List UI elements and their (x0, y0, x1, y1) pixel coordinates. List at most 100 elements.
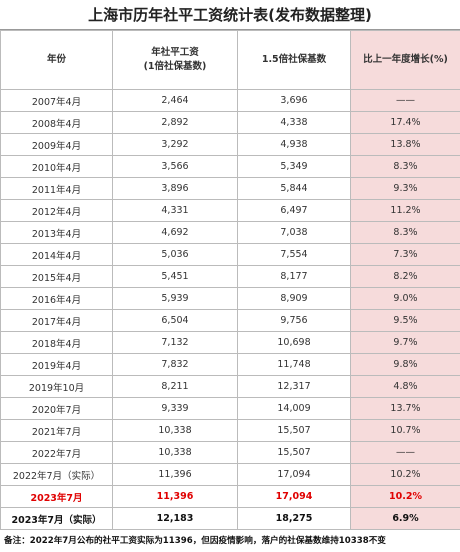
cell: 2011年4月 (1, 178, 113, 200)
cell: 5,844 (238, 178, 351, 200)
header-cell: 年份 (1, 31, 113, 90)
cell: 9.7% (351, 332, 460, 354)
cell: 2009年4月 (1, 134, 113, 156)
header-line: 年社平工资 (113, 46, 237, 60)
cell: 6,504 (113, 310, 238, 332)
cell: 7,038 (238, 222, 351, 244)
cell: 9,339 (113, 398, 238, 420)
cell: 13.8% (351, 134, 460, 156)
cell: 2020年7月 (1, 398, 113, 420)
cell: —— (351, 442, 460, 464)
cell: 5,939 (113, 288, 238, 310)
cell: 7.3% (351, 244, 460, 266)
cell: 8.3% (351, 156, 460, 178)
cell: 3,292 (113, 134, 238, 156)
cell: 3,566 (113, 156, 238, 178)
cell: 2,464 (113, 90, 238, 112)
cell: 9.5% (351, 310, 460, 332)
cell: 2018年4月 (1, 332, 113, 354)
cell: 3,896 (113, 178, 238, 200)
cell: 17,094 (238, 464, 351, 486)
cell: 10.2% (351, 464, 460, 486)
cell: 2012年4月 (1, 200, 113, 222)
cell: 2022年7月（实际） (1, 464, 113, 486)
cell: 2010年4月 (1, 156, 113, 178)
cell: 9.8% (351, 354, 460, 376)
cell: 12,317 (238, 376, 351, 398)
cell: 15,507 (238, 442, 351, 464)
cell: 2,892 (113, 112, 238, 134)
header-cell: 比上一年度增长(%) (351, 31, 460, 90)
cell: 8,211 (113, 376, 238, 398)
cell: 9.3% (351, 178, 460, 200)
header-cell: 1.5倍社保基数 (238, 31, 351, 90)
note: 备注：2022年7月公布的社平工资实际为11396，但因疫情影响，落户的社保基数… (0, 530, 460, 552)
cell: 11,396 (113, 486, 238, 508)
cell: 2019年10月 (1, 376, 113, 398)
cell: 13.7% (351, 398, 460, 420)
cell: 2017年4月 (1, 310, 113, 332)
cell: 7,132 (113, 332, 238, 354)
cell: 8,177 (238, 266, 351, 288)
title: 上海市历年社平工资统计表(发布数据整理) (0, 0, 460, 30)
cell: 9.0% (351, 288, 460, 310)
cell: 2016年4月 (1, 288, 113, 310)
cell: 11,396 (113, 464, 238, 486)
cell: 3,696 (238, 90, 351, 112)
cell: 10,698 (238, 332, 351, 354)
cell: 10.7% (351, 420, 460, 442)
cell: 14,009 (238, 398, 351, 420)
cell: 6,497 (238, 200, 351, 222)
cell: 5,036 (113, 244, 238, 266)
cell: 8.3% (351, 222, 460, 244)
cell: 10,338 (113, 442, 238, 464)
header-cell: 年社平工资(1倍社保基数) (113, 31, 238, 90)
cell: 5,349 (238, 156, 351, 178)
cell: 2023年7月（实际） (1, 508, 113, 530)
cell: 7,832 (113, 354, 238, 376)
cell: 2022年7月 (1, 442, 113, 464)
cell: 2014年4月 (1, 244, 113, 266)
cell: 4,938 (238, 134, 351, 156)
header-line: (1倍社保基数) (113, 60, 237, 74)
cell: 11.2% (351, 200, 460, 222)
cell: —— (351, 90, 460, 112)
cell: 2019年4月 (1, 354, 113, 376)
cell: 8.2% (351, 266, 460, 288)
cell: 5,451 (113, 266, 238, 288)
cell: 4,331 (113, 200, 238, 222)
cell: 4.8% (351, 376, 460, 398)
cell: 4,692 (113, 222, 238, 244)
header-row: 年份年社平工资(1倍社保基数)1.5倍社保基数比上一年度增长(%) (1, 31, 460, 90)
cell: 2023年7月 (1, 486, 113, 508)
cell: 2008年4月 (1, 112, 113, 134)
cell: 7,554 (238, 244, 351, 266)
table: 年份年社平工资(1倍社保基数)1.5倍社保基数比上一年度增长(%) 2007年4… (0, 30, 460, 530)
cell: 12,183 (113, 508, 238, 530)
cell: 10.2% (351, 486, 460, 508)
cell: 15,507 (238, 420, 351, 442)
cell: 11,748 (238, 354, 351, 376)
cell: 8,909 (238, 288, 351, 310)
cell: 10,338 (113, 420, 238, 442)
cell: 9,756 (238, 310, 351, 332)
